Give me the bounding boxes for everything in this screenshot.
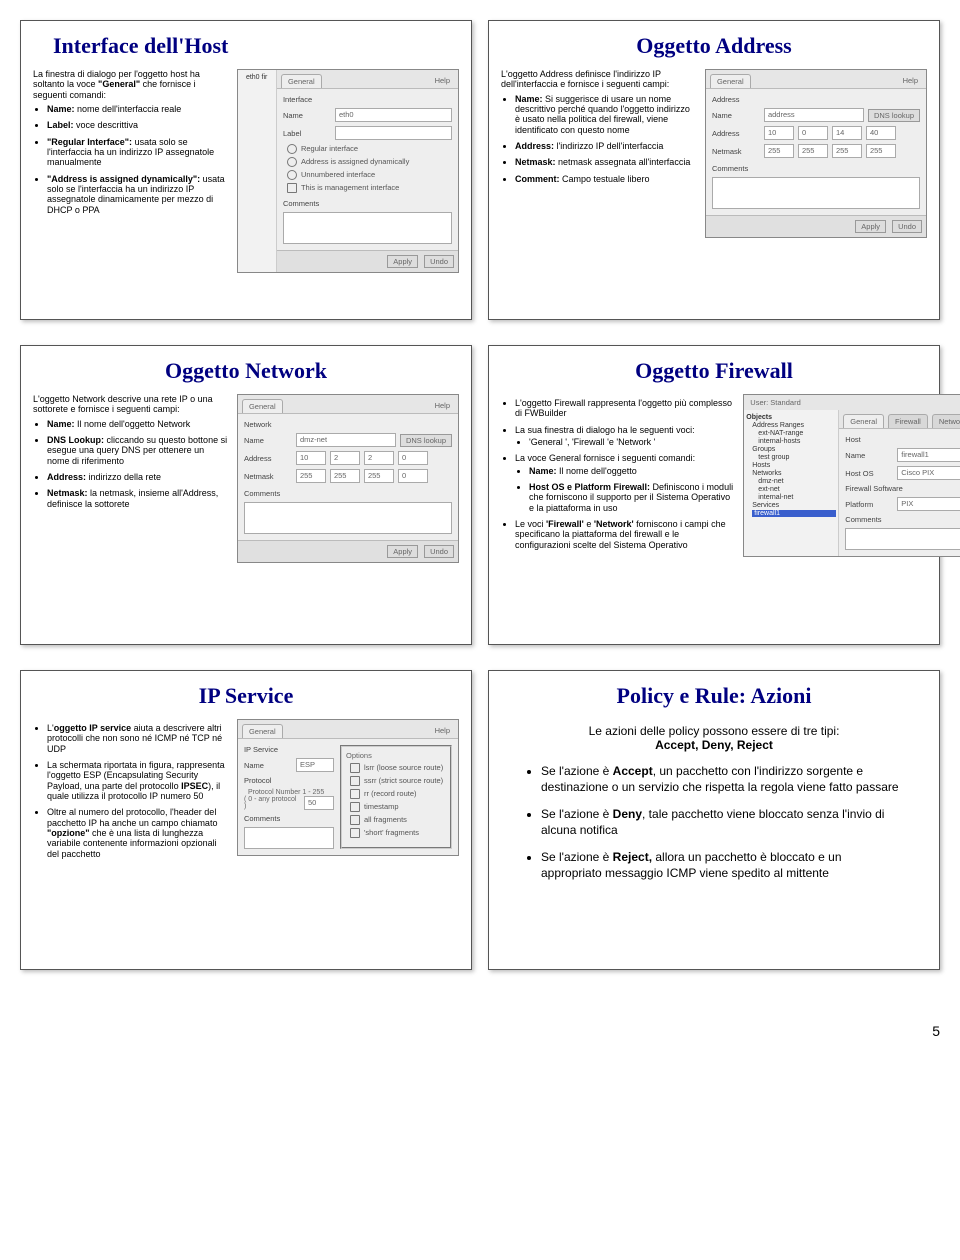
title-s1: Interface dell'Host	[53, 33, 459, 59]
undo-button[interactable]: Undo	[424, 545, 454, 558]
slide-network: Oggetto Network L'oggetto Network descri…	[20, 345, 472, 645]
text-s1: La finestra di dialogo per l'oggetto hos…	[33, 69, 229, 273]
slide-address: Oggetto Address L'oggetto Address defini…	[488, 20, 940, 320]
help-btn[interactable]: Help	[431, 724, 454, 738]
policy-deny: Se l'azione è Deny, tale pacchetto viene…	[541, 807, 902, 838]
options-group: Options lsrr (loose source route) ssrr (…	[340, 745, 452, 849]
comments-area[interactable]	[244, 502, 452, 534]
apply-button[interactable]: Apply	[387, 545, 418, 558]
title-s6: Policy e Rule: Azioni	[501, 683, 927, 709]
dns-lookup-button[interactable]: DNS lookup	[400, 434, 452, 447]
tab-general[interactable]: General	[242, 399, 283, 413]
tab-general[interactable]: General	[242, 724, 283, 738]
policy-reject: Se l'azione è Reject, allora un pacchett…	[541, 850, 902, 881]
page-number: 5	[0, 1015, 960, 1039]
comments-area[interactable]	[712, 177, 920, 209]
tab-firewall[interactable]: Firewall	[888, 414, 928, 428]
title-s2: Oggetto Address	[501, 33, 927, 59]
mock-network: GeneralHelp Network Namedmz-netDNS looku…	[237, 394, 459, 563]
name-input[interactable]: dmz-net	[296, 433, 396, 447]
undo-button[interactable]: Undo	[892, 220, 922, 233]
slide-ipservice: IP Service L'oggetto IP service aiuta a …	[20, 670, 472, 970]
name-input[interactable]: address	[764, 108, 864, 122]
comments-area[interactable]	[845, 528, 960, 550]
radio-regular[interactable]	[287, 144, 297, 154]
tab-general[interactable]: General	[710, 74, 751, 88]
slide-firewall: Oggetto Firewall L'oggetto Firewall rapp…	[488, 345, 940, 645]
mock-address: GeneralHelp Address NameaddressDNS looku…	[705, 69, 927, 238]
apply-button[interactable]: Apply	[387, 255, 418, 268]
tab-network[interactable]: Network	[932, 414, 960, 428]
policy-intro: Le azioni delle policy possono essere di…	[531, 724, 897, 752]
protocol-input[interactable]: 50	[304, 796, 334, 810]
platform-input[interactable]: PIX	[897, 497, 960, 511]
help-btn[interactable]: Help	[431, 74, 454, 88]
help-btn[interactable]: Help	[899, 74, 922, 88]
text-s4: L'oggetto Firewall rappresenta l'oggetto…	[501, 394, 735, 557]
apply-button[interactable]: Apply	[855, 220, 886, 233]
radio-unnum[interactable]	[287, 170, 297, 180]
hostos-input[interactable]: Cisco PIX	[897, 466, 960, 480]
mock-interface: eth0 fir GeneralHelp Interface Nameeth0 …	[237, 69, 459, 273]
comments-area[interactable]	[283, 212, 452, 244]
text-s2: L'oggetto Address definisce l'indirizzo …	[501, 69, 697, 238]
slide-policy: Policy e Rule: Azioni Le azioni delle po…	[488, 670, 940, 970]
name-input[interactable]: eth0	[335, 108, 452, 122]
title-s4: Oggetto Firewall	[501, 358, 927, 384]
tab-general[interactable]: General	[281, 74, 322, 88]
title-s5: IP Service	[33, 683, 459, 709]
name-input[interactable]: ESP	[296, 758, 334, 772]
undo-button[interactable]: Undo	[424, 255, 454, 268]
object-tree[interactable]: Objects Address Ranges ext-NAT-range int…	[744, 410, 839, 556]
name-input[interactable]: firewall1	[897, 448, 960, 462]
title-s3: Oggetto Network	[33, 358, 459, 384]
help-btn[interactable]: Help	[431, 399, 454, 413]
dns-lookup-button[interactable]: DNS lookup	[868, 109, 920, 122]
radio-dynamic[interactable]	[287, 157, 297, 167]
text-s5: L'oggetto IP service aiuta a descrivere …	[33, 719, 229, 865]
tab-general[interactable]: General	[843, 414, 884, 428]
mock-firewall: User: Standard Objects Address Ranges ex…	[743, 394, 960, 557]
comments-area[interactable]	[244, 827, 334, 849]
label-input[interactable]	[335, 126, 452, 140]
slide-interface-host: Interface dell'Host La finestra di dialo…	[20, 20, 472, 320]
mock-ipservice: GeneralHelp IP Service NameESP Protocol …	[237, 719, 459, 856]
check-mgmt[interactable]	[287, 183, 297, 193]
policy-accept: Se l'azione è Accept, un pacchetto con l…	[541, 764, 902, 795]
text-s3: L'oggetto Network descrive una rete IP o…	[33, 394, 229, 563]
